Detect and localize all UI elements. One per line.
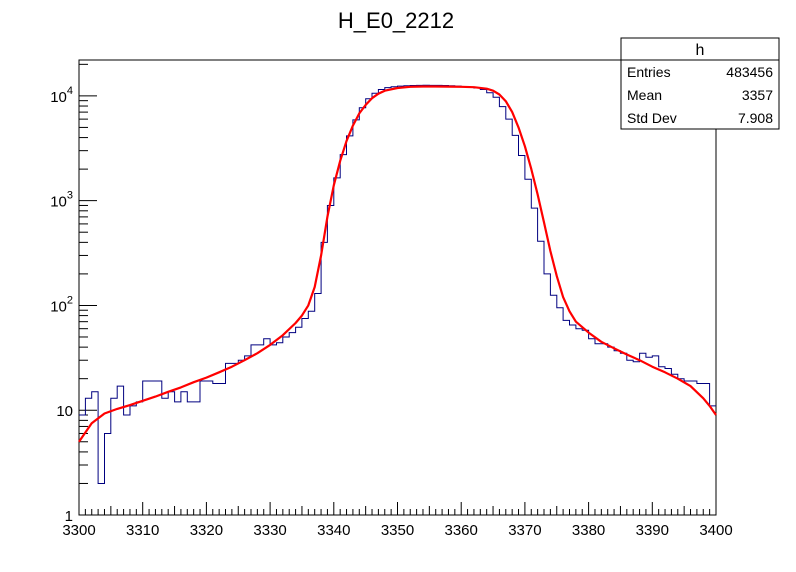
x-tick-label: 3300 bbox=[62, 522, 95, 539]
stats-box: h Entries 483456 Mean 3357 Std Dev 7.908 bbox=[620, 37, 780, 130]
x-tick-label: 3390 bbox=[636, 522, 669, 539]
chart-title: H_E0_2212 bbox=[338, 8, 454, 33]
x-tick-label: 3380 bbox=[572, 522, 605, 539]
x-tick-label: 3360 bbox=[445, 522, 478, 539]
stats-value-stddev: 7.908 bbox=[738, 110, 773, 126]
stats-label-stddev: Std Dev bbox=[627, 110, 677, 126]
stats-value-mean: 3357 bbox=[742, 87, 773, 103]
y-tick-label: 102 bbox=[50, 294, 73, 315]
fit-curve bbox=[78, 85, 717, 443]
y-tick-label: 10 bbox=[56, 403, 73, 420]
x-axis: 3300 3310 3320 3330 3340 3350 3360 3370 3380 3390… bbox=[62, 502, 733, 539]
y-tick-label: 103 bbox=[50, 190, 73, 211]
stats-label-mean: Mean bbox=[627, 87, 662, 103]
series-layer bbox=[78, 84, 717, 484]
x-tick-label: 3370 bbox=[508, 522, 541, 539]
y-axis: 1 10 102 103 104 bbox=[50, 63, 97, 525]
y-tick-label: 104 bbox=[50, 85, 73, 106]
y-tick-label: 1 bbox=[65, 508, 73, 525]
x-tick-label: 3330 bbox=[253, 522, 286, 539]
stats-label-entries: Entries bbox=[627, 64, 671, 80]
stats-box-frame bbox=[620, 37, 780, 130]
plot-frame bbox=[78, 59, 717, 516]
x-tick-label: 3320 bbox=[190, 522, 223, 539]
x-tick-label: 3340 bbox=[317, 522, 350, 539]
stats-box-title: h bbox=[696, 42, 705, 59]
x-tick-label: 3310 bbox=[126, 522, 159, 539]
x-tick-label: 3400 bbox=[699, 522, 732, 539]
histogram-series bbox=[79, 84, 716, 484]
stats-value-entries: 483456 bbox=[726, 64, 773, 80]
x-tick-label: 3350 bbox=[381, 522, 414, 539]
